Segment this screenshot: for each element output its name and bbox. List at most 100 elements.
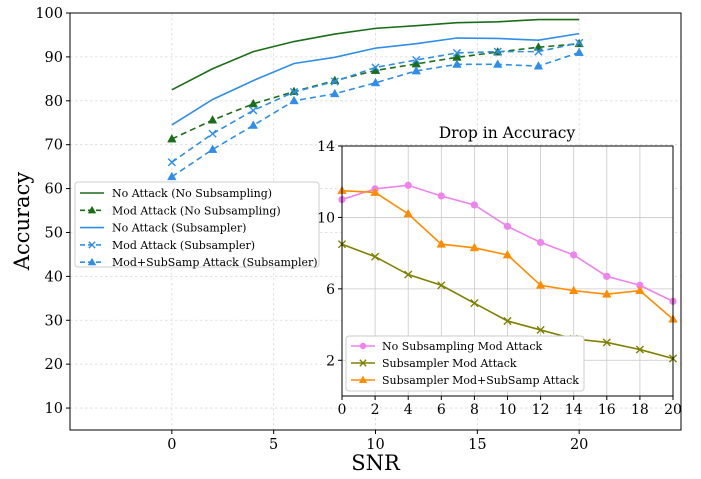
main-series-marker	[167, 133, 177, 143]
inset-x-tick-label: 20	[664, 402, 682, 418]
main-x-tick-label: 20	[570, 437, 588, 453]
inset-series-marker	[436, 239, 447, 248]
inset-legend-marker	[358, 375, 368, 384]
inset-series-marker	[404, 270, 413, 279]
main-y-tick-label: 30	[45, 313, 63, 329]
main-series-marker	[208, 129, 217, 138]
main-series-marker	[207, 115, 218, 124]
main-series-marker	[330, 88, 340, 98]
inset-legend-marker	[359, 342, 367, 350]
inset-legend: No Subsampling Mod Attack Subsampler Mod …	[345, 335, 585, 392]
inset-y-tick-label: 14	[317, 139, 335, 155]
main-y-tick-label: 80	[45, 94, 63, 110]
main-series-marker	[534, 47, 543, 56]
inset-series-marker	[537, 238, 545, 247]
main-series-marker	[167, 171, 177, 181]
inset-series-marker	[437, 192, 445, 200]
main-legend-label: Mod Attack (No Subsampling)	[112, 204, 281, 217]
main-legend-marker	[87, 257, 97, 266]
inset-series-marker	[570, 251, 578, 259]
main-series-marker	[248, 120, 259, 129]
main-series-marker	[289, 87, 299, 97]
inset-series-marker	[503, 316, 512, 326]
main-series-marker	[411, 65, 421, 75]
inset-series-marker	[635, 285, 645, 295]
main-series-line	[171, 32, 580, 126]
inset-series-marker	[470, 201, 478, 209]
main-y-axis-label: Accuracy	[10, 172, 34, 272]
main-series-marker	[370, 77, 381, 87]
main-series-marker	[575, 38, 584, 47]
inset-x-tick-label: 12	[532, 402, 550, 418]
main-series-marker	[248, 98, 259, 108]
main-series-marker	[207, 144, 218, 153]
main-series-marker	[574, 47, 584, 56]
main-legend-box	[74, 181, 320, 268]
main-y-tick-label: 10	[45, 401, 63, 417]
main-series-marker	[289, 95, 299, 105]
main-series-marker	[452, 59, 462, 68]
inset-series	[337, 181, 678, 363]
main-series-marker	[167, 158, 176, 167]
main-x-tick-label: 0	[167, 437, 176, 453]
main-legend-marker	[88, 241, 96, 249]
inset-ticks: 0 2 4 6 8 10 12 14 16 18 20 2 6 10 14	[317, 139, 682, 418]
main-x-axis-label: SNR	[351, 451, 401, 475]
inset-series-marker	[602, 338, 611, 347]
main-series-line	[171, 42, 580, 163]
inset-legend-label: No Subsampling Mod Attack	[382, 340, 542, 353]
inset-series-marker	[602, 289, 612, 298]
main-series-line	[171, 51, 580, 178]
inset-legend-label: Subsampler Mod Attack	[382, 357, 517, 370]
inset-x-tick-label: 0	[338, 402, 347, 418]
inset-legend-label: Subsampler Mod+SubSamp Attack	[382, 374, 579, 387]
main-series-marker	[371, 63, 380, 72]
inset-x-tick-label: 4	[404, 402, 413, 418]
main-legend-marker	[87, 205, 97, 214]
inset-series-marker	[404, 181, 412, 189]
main-series-marker	[493, 47, 502, 56]
main-y-tick-label: 100	[35, 6, 63, 22]
inset-x-tick-label: 16	[598, 402, 616, 418]
main-y-tick-label: 60	[45, 182, 63, 198]
inset-x-tick-label: 6	[437, 402, 446, 418]
inset-x-tick-label: 18	[631, 402, 649, 418]
inset-series-marker	[536, 325, 545, 335]
main-series	[167, 18, 584, 181]
main-series-marker	[452, 48, 462, 58]
inset-legend-marker	[359, 359, 367, 367]
inset-series-marker	[535, 280, 546, 289]
main-y-tick-label: 20	[45, 357, 63, 373]
main-y-tick-label: 90	[45, 50, 63, 66]
main-y-tick-label: 70	[45, 138, 63, 154]
inset-series-marker	[503, 222, 512, 230]
main-x-tick-label: 5	[269, 437, 278, 453]
inset-x-tick-label: 14	[565, 402, 583, 418]
inset-series-marker	[371, 252, 380, 261]
main-legend: No Attack (No Subsampling) Mod Attack (No…	[74, 181, 320, 269]
main-y-tick-label: 40	[45, 269, 63, 285]
inset-x-tick-label: 10	[499, 402, 517, 418]
inset-series-marker	[635, 345, 644, 354]
inset-series-marker	[603, 272, 611, 280]
main-legend-label: No Attack (Subsampler)	[112, 222, 246, 235]
inset-series-marker	[469, 242, 480, 252]
main-legend-label: No Attack (No Subsampling)	[112, 187, 272, 200]
inset-series-marker	[636, 281, 644, 289]
inset-title: Drop in Accuracy	[439, 124, 576, 142]
main-series-marker	[492, 59, 503, 68]
main-series-marker	[412, 55, 421, 65]
inset-series-marker	[403, 208, 413, 218]
main-series-marker	[533, 61, 544, 70]
inset-series-marker	[470, 299, 479, 308]
inset-y-tick-label: 2	[326, 353, 335, 369]
inset-y-tick-label: 10	[317, 210, 335, 226]
inset-series-marker	[437, 281, 446, 290]
main-x-tick-label: 10	[366, 437, 384, 453]
main-series-marker	[249, 106, 258, 115]
inset-legend-box	[345, 335, 585, 392]
main-x-tick-label: 15	[468, 437, 486, 453]
main-legend-label: Mod Attack (Subsampler)	[112, 239, 255, 252]
